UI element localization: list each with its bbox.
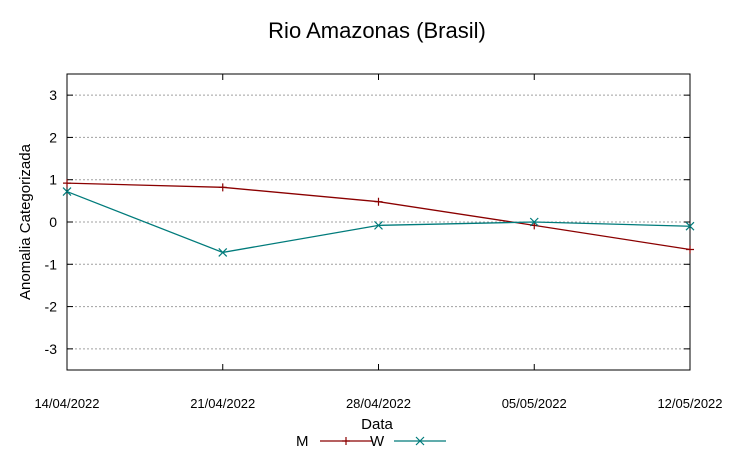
y-tick-label: -3	[45, 341, 58, 357]
data-point	[374, 220, 383, 230]
data-point	[685, 221, 695, 231]
y-tick-label: 1	[49, 172, 57, 188]
legend-label: M	[296, 433, 309, 450]
data-point	[686, 245, 694, 254]
x-tick-label: 12/05/2022	[657, 396, 722, 411]
series-group	[62, 179, 695, 257]
y-tick-label: 0	[49, 214, 57, 230]
data-point	[218, 248, 228, 257]
series-line	[66, 182, 691, 251]
data-point	[529, 217, 539, 227]
chart-title: Rio Amazonas (Brasil)	[268, 18, 486, 43]
series-m	[63, 179, 694, 254]
legend-label: W	[370, 433, 385, 450]
grid	[67, 94, 690, 350]
x-tick-label: 05/05/2022	[502, 396, 567, 411]
x-axis-label: Data	[361, 416, 393, 433]
x-tick-label: 21/04/2022	[190, 396, 255, 411]
legend-marker	[415, 436, 425, 446]
x-tick-label: 14/04/2022	[34, 396, 99, 411]
data-point	[63, 179, 71, 188]
y-tick-label: 3	[49, 87, 57, 103]
x-tick-label: 28/04/2022	[346, 396, 411, 411]
y-axis-label: Anomalia Categorizada	[17, 143, 34, 300]
series-w	[62, 187, 695, 257]
data-point	[62, 187, 72, 196]
legend-item-w: W	[370, 433, 446, 450]
y-axis: -3 -2 -1 0 1 2 3	[45, 87, 690, 357]
y-tick-label: -2	[45, 299, 58, 315]
y-tick-label: -1	[45, 256, 58, 272]
x-axis: 14/04/2022 21/04/2022 28/04/2022 05/05/2022…	[34, 74, 723, 411]
y-tick-label: 2	[49, 129, 57, 145]
data-point	[374, 197, 383, 206]
legend-marker	[342, 437, 350, 445]
data-point	[218, 183, 227, 192]
legend-item-m: M	[296, 433, 372, 450]
